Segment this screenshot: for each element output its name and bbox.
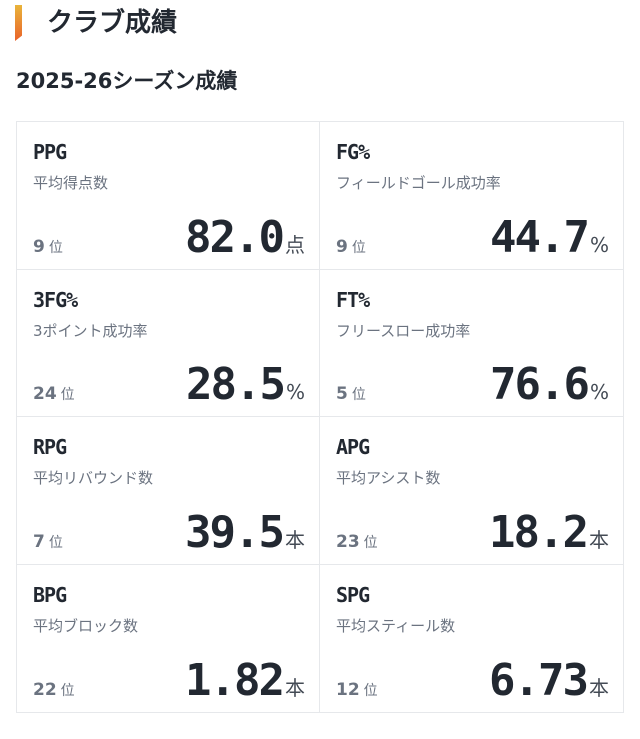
stat-description: 平均得点数 [33, 174, 109, 192]
title-accent-bar [15, 5, 22, 41]
stat-value: 44.7% [490, 212, 609, 263]
value-unit: 本 [589, 527, 609, 552]
rank-value: 7 [33, 531, 45, 552]
value-unit: 本 [285, 527, 305, 552]
stat-label: FT% [336, 287, 370, 312]
stat-description: 3ポイント成功率 [33, 321, 148, 340]
rank-suffix: 位 [48, 239, 63, 256]
stat-label: PPG [33, 140, 67, 164]
rank-suffix: 位 [363, 534, 378, 551]
value-unit: % [589, 232, 609, 257]
value-number: 28.5 [186, 359, 286, 410]
stat-card-spg: SPG 平均スティール数 12 位 6.73 本 [320, 565, 623, 713]
rank-value: 24 [33, 384, 57, 404]
value-number: 6.73 [489, 655, 589, 706]
rank-value: 12 [336, 680, 360, 700]
stat-rank: 12 位 [336, 680, 378, 700]
stat-card-bpg: BPG 平均ブロック数 22 位 1.82 本 [17, 564, 320, 712]
value-unit: 点 [285, 232, 305, 257]
value-unit: 本 [285, 676, 305, 700]
value-unit: 本 [589, 676, 609, 700]
stat-label: SPG [336, 582, 370, 607]
value-number: 82.0 [185, 211, 285, 263]
stat-label: BPG [33, 582, 67, 607]
value-number: 44.7 [490, 211, 590, 263]
stat-card-apg: APG 平均アシスト数 23 位 18.2 本 [320, 417, 623, 565]
rank-value: 23 [336, 531, 360, 552]
page-title: クラブ成績 [47, 8, 178, 38]
stat-rank: 24 位 [33, 384, 75, 404]
stat-value: 18.2 本 [489, 507, 609, 558]
stat-description: フィールドゴール成功率 [336, 174, 501, 192]
stat-description: フリースロー成功率 [336, 321, 471, 340]
rank-suffix: 位 [60, 683, 75, 699]
rank-value: 9 [33, 236, 45, 257]
stat-label: APG [336, 435, 370, 459]
stat-value: 6.73 本 [489, 655, 609, 706]
stat-description: 平均アシスト数 [336, 469, 441, 487]
stat-value: 28.5% [186, 359, 305, 410]
stat-label: 3FG% [33, 287, 78, 312]
value-unit: % [589, 380, 609, 404]
stat-label: FG% [336, 140, 370, 164]
stat-rank: 22 位 [33, 680, 75, 700]
stat-rank: 23 位 [336, 532, 378, 552]
value-unit: % [285, 380, 305, 404]
rank-value: 5 [336, 384, 348, 404]
rank-suffix: 位 [351, 239, 366, 256]
stat-description: 平均ブロック数 [33, 616, 139, 635]
value-number: 18.2 [489, 506, 589, 558]
rank-value: 9 [336, 236, 348, 257]
rank-suffix: 位 [60, 387, 75, 403]
stat-description: 平均リバウンド数 [33, 469, 154, 487]
stat-card-3fg-pct: 3FG% 3ポイント成功率 24 位 28.5% [17, 269, 320, 417]
stat-label: RPG [33, 435, 67, 459]
rank-suffix: 位 [351, 387, 366, 403]
stat-value: 39.5 本 [185, 507, 305, 558]
rank-suffix: 位 [363, 683, 378, 699]
value-number: 1.82 [185, 655, 285, 706]
stat-value: 82.0 点 [185, 212, 305, 263]
value-number: 76.6 [490, 359, 590, 410]
section-title: 2025-26シーズン成績 [16, 69, 238, 93]
rank-suffix: 位 [48, 534, 63, 551]
stat-value: 76.6% [490, 359, 609, 410]
value-number: 39.5 [185, 506, 285, 558]
stat-value: 1.82 本 [185, 655, 305, 706]
stat-description: 平均スティール数 [336, 616, 456, 635]
rank-value: 22 [33, 680, 57, 700]
